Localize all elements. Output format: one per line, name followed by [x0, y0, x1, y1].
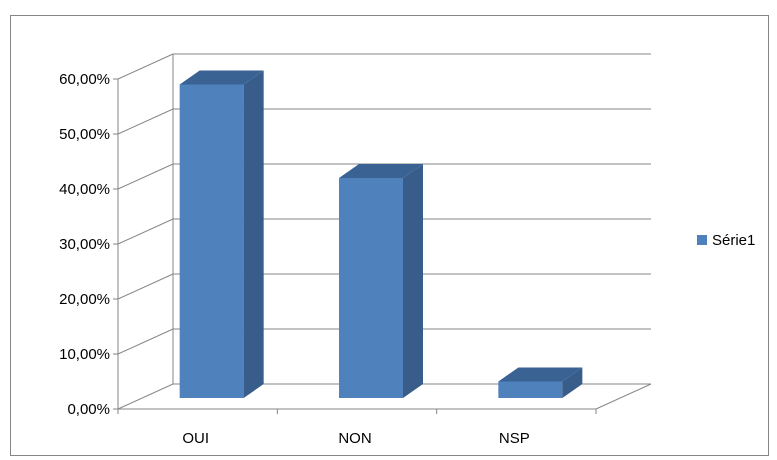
legend-label: Série1: [712, 232, 755, 249]
y-tick-label: 0,00%: [67, 401, 110, 418]
bar-side: [403, 164, 423, 398]
gridline-side: [117, 108, 174, 135]
gridline-side: [117, 163, 174, 190]
bars: [179, 70, 583, 398]
x-tick-label: NON: [338, 430, 371, 447]
y-tick-label: 60,00%: [59, 71, 110, 88]
y-tick-label: 40,00%: [59, 181, 110, 198]
gridline-side: [117, 273, 174, 300]
bar-top: [498, 367, 583, 382]
bar-non: [339, 164, 423, 398]
gridline-side: [117, 218, 174, 245]
bar-side: [562, 367, 583, 398]
y-tick-label: 30,00%: [59, 236, 110, 253]
bar-oui: [179, 70, 264, 398]
y-tick-label: 10,00%: [59, 346, 110, 363]
y-tick-label: 50,00%: [59, 126, 110, 143]
legend-swatch: [697, 235, 707, 245]
x-tick-label: OUI: [182, 430, 209, 447]
gridline-side: [117, 53, 174, 80]
floor-right-edge: [595, 383, 652, 410]
tick-labels: 0,00% 10,00% 20,00% 30,00% 40,00% 50,00% 60,00…: [59, 71, 530, 447]
gridline-side: [117, 328, 174, 355]
bar-front: [498, 381, 563, 398]
bar-side: [243, 70, 264, 398]
x-tick-label: NSP: [499, 430, 530, 447]
bar-top: [339, 164, 423, 178]
bar-nsp: [498, 367, 583, 398]
bar-top: [179, 70, 264, 85]
y-tick-label: 20,00%: [59, 291, 110, 308]
bar-front: [179, 84, 244, 398]
axes: [113, 54, 652, 414]
legend: Série1: [697, 232, 755, 249]
gridline-side: [117, 383, 174, 410]
bar-front: [339, 178, 403, 398]
